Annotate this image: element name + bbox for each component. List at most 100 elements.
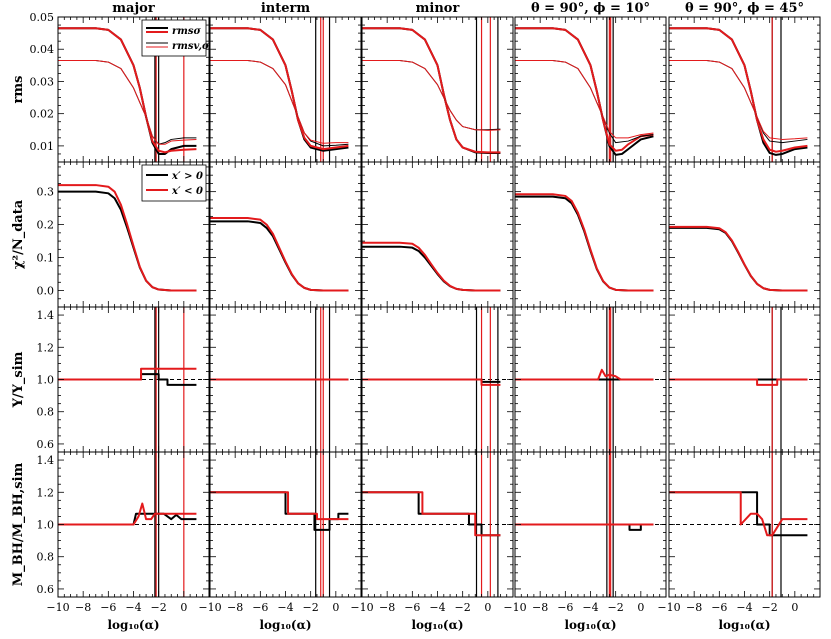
panel-content (515, 193, 654, 292)
series-line-black-0 (669, 491, 808, 537)
x-tick-label: −6 (711, 601, 727, 614)
panel-r0-c3: θ = 90°, ϕ = 10° (514, 1, 667, 163)
y-tick-label: 1.0 (37, 374, 55, 387)
column-title: θ = 90°, ϕ = 45° (685, 1, 804, 16)
panel-content (210, 307, 361, 452)
series-line-black-0 (669, 27, 808, 156)
panel-r0-c1: interm (209, 1, 362, 163)
series-line-red-3 (669, 60, 808, 140)
panel-r2-c3 (514, 306, 667, 453)
y-tick-label: 0.8 (37, 406, 55, 419)
panel-content (58, 307, 209, 452)
legend-label-1: rmsv,σ (172, 41, 210, 52)
x-axis-label: log₁₀(α) (259, 618, 311, 632)
x-tick-label: 0 (180, 601, 187, 614)
y-tick-label: 0.02 (30, 108, 55, 121)
panel-r1-c0: 0.0 0.1 0.2 0.3 x′ > 0 x′ < 0 (37, 161, 210, 308)
series-line-black-2 (515, 60, 654, 144)
x-tick-label: −4 (582, 601, 598, 614)
x-tick-label: −2 (762, 601, 778, 614)
panel-content (58, 184, 197, 292)
plot-layer: 0.01 0.02 0.03 0.04 0.05 major rmsσ rmsv,σ inter… (11, 1, 821, 632)
series-line-black-0 (515, 195, 654, 292)
x-tick-label: 0 (332, 601, 339, 614)
panel-r3-c1: −10 −8 −6 −4 −2 0 log₁₀(α) (198, 451, 362, 632)
series-line-black-0 (210, 491, 349, 531)
series-line-red-3 (362, 60, 501, 131)
series-line-red-3 (58, 60, 197, 145)
series-line-red-1 (362, 241, 501, 292)
panel-content (210, 217, 349, 292)
x-tick-label: −10 (46, 601, 69, 614)
x-tick-label: −6 (252, 601, 268, 614)
panel-content (515, 307, 666, 452)
panel-content (515, 17, 654, 162)
x-tick-label: −4 (736, 601, 752, 614)
series-line-red-1 (669, 378, 808, 386)
panel-content (362, 452, 513, 597)
series-line-red-1 (58, 502, 197, 526)
panel-frame (514, 161, 667, 308)
y-tick-label: 0.8 (37, 551, 55, 564)
series-line-red-1 (362, 491, 501, 537)
y-axis-label: Υ/Υ_sim (11, 351, 26, 408)
panel-r1-c2 (361, 161, 514, 308)
panel-r2-c4 (668, 306, 821, 453)
series-line-red-1 (669, 27, 808, 153)
x-tick-label: −4 (125, 601, 141, 614)
x-tick-label: −6 (557, 601, 573, 614)
x-tick-label: −4 (277, 601, 293, 614)
panel-r2-c1 (209, 306, 362, 453)
x-tick-label: −10 (503, 601, 526, 614)
y-tick-label: 0.2 (37, 219, 55, 232)
y-tick-label: 1.2 (37, 486, 55, 499)
y-axis-label: rms (11, 76, 26, 104)
panel-r3-c0: 0.6 0.8 1.0 1.2 1.4 −10 −8 −6 −4 −2 0 log₁₀(α) (37, 451, 210, 632)
y-tick-label: 0.01 (30, 140, 55, 153)
panel-r2-c0: 0.6 0.8 1.0 1.2 1.4 (37, 306, 210, 453)
y-tick-label: 0.1 (37, 252, 55, 265)
y-axis-label: M_BH/M_BH,sim (11, 462, 26, 586)
panel-frame (209, 16, 362, 163)
column-title: interm (261, 1, 311, 16)
x-tick-label: −2 (608, 601, 624, 614)
panel-content (210, 452, 361, 597)
y-tick-label: 0.3 (37, 186, 55, 199)
series-line-red-1 (210, 491, 349, 521)
series-line-black-0 (58, 512, 197, 526)
panel-r3-c3: −10 −8 −6 −4 −2 0 log₁₀(α) (503, 451, 667, 632)
y-tick-label: 0.6 (37, 583, 55, 596)
column-title: minor (416, 1, 460, 16)
panel-frame (668, 161, 821, 308)
y-axis-label: χ²/N_data (11, 199, 26, 269)
x-tick-label: 0 (484, 601, 491, 614)
x-tick-label: −8 (227, 601, 243, 614)
y-tick-label: 1.2 (37, 341, 55, 354)
x-tick-label: 0 (791, 601, 798, 614)
y-tick-label: 0.6 (37, 438, 55, 451)
y-tick-label: 1.0 (37, 519, 55, 532)
series-line-red-1 (515, 27, 654, 152)
series-line-black-0 (58, 190, 197, 292)
series-line-black-2 (669, 60, 808, 144)
y-tick-label: 0.05 (30, 11, 55, 24)
panel-r0-c2: minor (361, 1, 514, 163)
x-tick-label: −6 (404, 601, 420, 614)
series-line-black-2 (362, 60, 501, 131)
x-tick-label: −10 (350, 601, 373, 614)
series-line-black-2 (210, 60, 349, 147)
x-tick-label: −4 (429, 601, 445, 614)
series-line-red-3 (515, 60, 654, 139)
series-line-red-3 (210, 60, 349, 144)
panel-content (669, 225, 808, 292)
x-tick-label: −8 (379, 601, 395, 614)
panel-r1-c4 (668, 161, 821, 308)
legend-label-1: x′ < 0 (171, 186, 203, 197)
panel-content (362, 307, 513, 452)
series-line-black-0 (210, 220, 349, 292)
column-title: θ = 90°, ϕ = 10° (531, 1, 650, 16)
x-axis-label: log₁₀(α) (107, 618, 159, 632)
x-axis-label: log₁₀(α) (564, 618, 616, 632)
panel-r0-c0: 0.01 0.02 0.03 0.04 0.05 major rmsσ rmsv,σ (30, 1, 210, 163)
